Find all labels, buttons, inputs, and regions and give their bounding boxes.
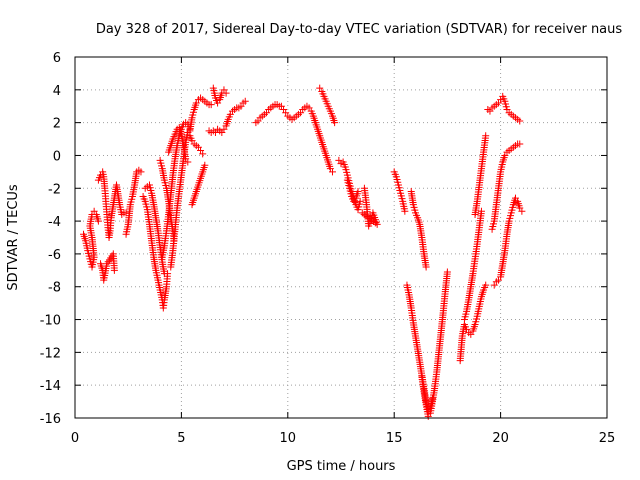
series-s30 — [488, 140, 524, 233]
data-point — [199, 150, 207, 158]
y-axis-label: SDTVAR / TECUs — [6, 184, 21, 291]
series-s27 — [460, 207, 485, 324]
data-point — [331, 119, 339, 127]
plot-frame — [74, 56, 608, 419]
y-tick-label: 2 — [53, 117, 61, 132]
series-s31 — [490, 194, 526, 289]
series-s18 — [316, 84, 339, 127]
data-point — [222, 89, 230, 97]
series-s22 — [390, 168, 409, 215]
data-point — [443, 268, 451, 276]
data-point — [422, 263, 430, 271]
data-point — [356, 197, 364, 205]
series-s15 — [209, 84, 230, 107]
series-s2 — [94, 168, 130, 241]
x-tick-label: 10 — [280, 431, 297, 446]
data-point — [160, 270, 168, 278]
data-point — [201, 161, 209, 169]
series-s6 — [141, 181, 168, 278]
series-s14 — [205, 125, 228, 136]
y-tick-label: -2 — [48, 182, 61, 197]
y-tick-label: -8 — [48, 281, 61, 296]
data-point — [477, 207, 485, 215]
data-point — [358, 209, 366, 217]
data-point — [110, 266, 118, 274]
series-s13 — [188, 161, 209, 209]
series-s28 — [471, 132, 490, 219]
data-point — [516, 140, 524, 148]
data-layer — [80, 84, 526, 420]
x-tick-label: 5 — [177, 431, 185, 446]
series-s11 — [186, 94, 215, 135]
series-s26 — [456, 281, 490, 365]
y-tick-label: -12 — [40, 346, 61, 361]
series-s23 — [407, 188, 430, 271]
data-point — [94, 217, 102, 225]
data-point — [184, 158, 192, 166]
y-tick-label: -16 — [40, 412, 61, 427]
series-s10 — [167, 128, 192, 271]
data-point — [328, 168, 336, 176]
series-s21 — [358, 184, 381, 230]
series-s16 — [222, 97, 249, 130]
data-point — [401, 207, 409, 215]
data-point — [482, 281, 490, 289]
x-tick-label: 25 — [599, 431, 616, 446]
y-tick-label: -4 — [48, 215, 61, 230]
series-s4 — [122, 166, 145, 238]
x-tick-label: 15 — [386, 431, 403, 446]
ticks-layer: 0 5 10 15 20 25 -16 -14 -12 -10 -8 -6 -4 -2 0 2 4 6 — [40, 51, 616, 446]
series-s1 — [80, 207, 102, 271]
series-s29 — [484, 92, 524, 125]
data-point — [518, 207, 526, 215]
y-tick-label: -14 — [40, 379, 61, 394]
y-tick-label: 6 — [53, 51, 61, 66]
series-s17 — [252, 101, 336, 176]
data-point — [241, 97, 249, 105]
series-s12 — [184, 128, 207, 158]
series-s5 — [139, 192, 172, 312]
chart-title: Day 328 of 2017, Sidereal Day-to-day VTE… — [96, 22, 623, 37]
data-point — [207, 101, 215, 109]
x-axis-label: GPS time / hours — [287, 459, 396, 474]
data-point — [354, 188, 362, 196]
data-point — [516, 117, 524, 125]
x-tick-label: 20 — [492, 431, 509, 446]
series-s25 — [418, 268, 451, 420]
series-s20 — [343, 176, 362, 205]
x-tick-label: 0 — [71, 431, 79, 446]
y-tick-label: -6 — [48, 248, 61, 263]
y-tick-label: 0 — [53, 149, 61, 164]
y-tick-label: 4 — [53, 84, 61, 99]
data-point — [482, 132, 490, 140]
data-point — [137, 168, 145, 176]
series-s3 — [97, 250, 118, 284]
y-tick-label: -10 — [40, 314, 61, 329]
